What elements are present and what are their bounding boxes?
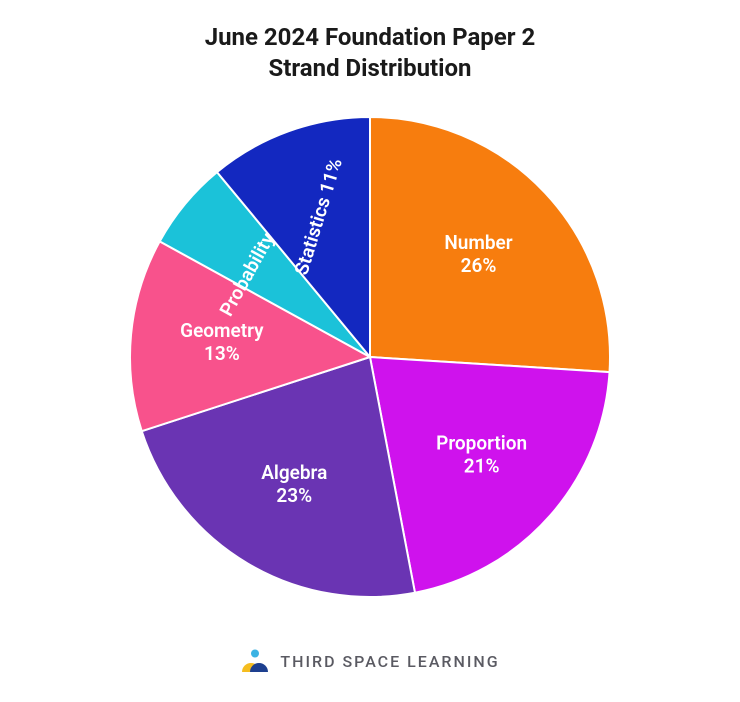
footer-brand: THIRD SPACE LEARNING [0, 648, 740, 674]
pie-chart-container: Number26% Proportion21% Algebra23% Geometry… [0, 97, 740, 617]
pie-label-name: Proportion [436, 432, 527, 455]
pie-label-pct: 23% [276, 485, 312, 508]
pie-label-name: Algebra [261, 462, 327, 485]
chart-title-line1: June 2024 Foundation Paper 2 [0, 22, 740, 53]
pie-chart: Number26% Proportion21% Algebra23% Geometry… [110, 97, 630, 617]
brand-text: THIRD SPACE LEARNING [280, 652, 499, 671]
chart-title-line2: Strand Distribution [0, 53, 740, 84]
pie-label-name: Geometry [180, 319, 264, 342]
brand-logo-icon [240, 648, 270, 674]
brand-logo-dot [251, 650, 259, 658]
pie-label-pct: 26% [461, 255, 497, 278]
pie-label-name: Number [444, 232, 512, 255]
pie-label-pct: 13% [204, 342, 240, 365]
chart-title: June 2024 Foundation Paper 2 Strand Dist… [0, 0, 740, 83]
pie-label-pct: 21% [464, 455, 500, 478]
